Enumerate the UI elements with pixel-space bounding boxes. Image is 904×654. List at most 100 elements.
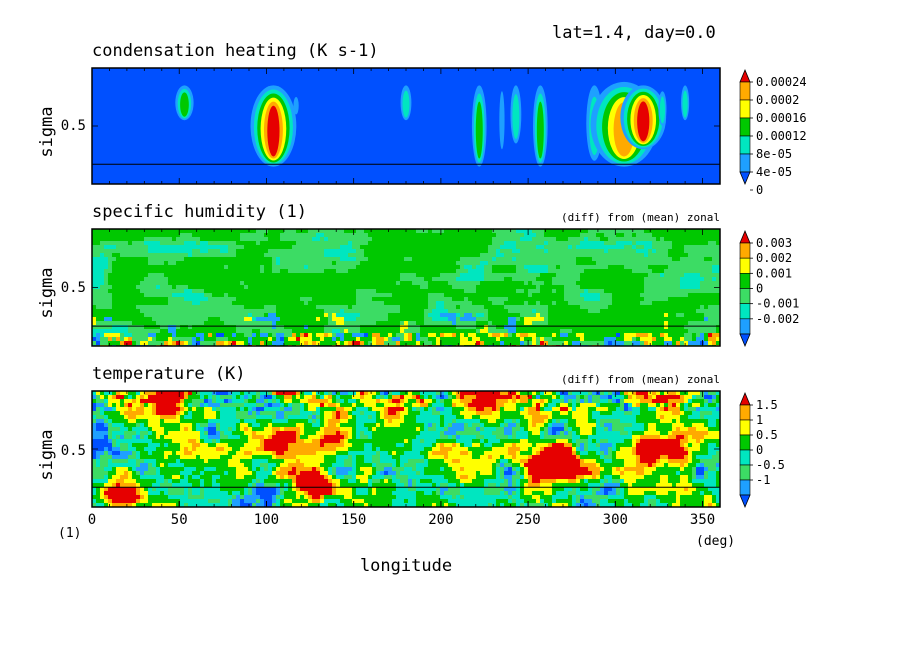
field-cell <box>256 333 261 338</box>
field-cell <box>132 237 137 242</box>
field-cell <box>396 301 401 306</box>
field-cell <box>684 237 689 242</box>
field-cell <box>224 313 229 318</box>
field-cell <box>636 391 641 396</box>
field-cell <box>540 337 545 342</box>
field-cell <box>180 257 185 262</box>
field-cell <box>276 265 281 270</box>
field-cell <box>200 309 205 314</box>
field-cell <box>212 321 217 326</box>
field-cell <box>540 329 545 334</box>
field-cell <box>316 241 321 246</box>
field-cell <box>432 325 437 330</box>
field-cell <box>136 245 141 250</box>
field-cell <box>224 301 229 306</box>
field-cell <box>464 317 469 322</box>
field-cell <box>120 395 125 400</box>
field-cell <box>316 309 321 314</box>
field-cell <box>652 273 657 278</box>
field-cell <box>392 253 397 258</box>
field-cell <box>440 317 445 322</box>
field-cell <box>120 281 125 286</box>
field-cell <box>664 233 669 238</box>
field-cell <box>668 293 673 298</box>
field-cell <box>184 261 189 266</box>
field-cell <box>432 297 437 302</box>
field-cell <box>684 229 689 234</box>
field-cell <box>136 297 141 302</box>
field-cell <box>152 241 157 246</box>
field-cell <box>596 245 601 250</box>
field-cell <box>192 395 197 400</box>
field-cell <box>124 317 129 322</box>
field-cell <box>304 309 309 314</box>
field-cell <box>552 233 557 238</box>
field-cell <box>500 329 505 334</box>
field-cell <box>172 301 177 306</box>
field-cell <box>204 233 209 238</box>
field-cell <box>108 301 113 306</box>
field-cell <box>264 313 269 318</box>
field-cell <box>484 245 489 250</box>
field-cell <box>692 317 697 322</box>
field-cell <box>100 241 105 246</box>
field-cell <box>452 317 457 322</box>
field-cell <box>168 253 173 258</box>
field-cell <box>548 317 553 322</box>
field-cell <box>544 321 549 326</box>
panel-3-field <box>92 391 720 507</box>
field-cell <box>472 317 477 322</box>
field-cell <box>172 249 177 254</box>
field-cell <box>92 257 97 262</box>
field-cell <box>128 333 133 338</box>
field-cell <box>344 265 349 270</box>
field-cell <box>472 337 477 342</box>
field-cell <box>572 249 577 254</box>
field-cell <box>688 233 693 238</box>
field-cell <box>352 293 357 298</box>
field-cell <box>352 257 357 262</box>
field-cell <box>420 229 425 234</box>
field-cell <box>696 261 701 266</box>
field-cell <box>308 341 313 346</box>
field-cell <box>604 309 609 314</box>
field-cell <box>188 241 193 246</box>
field-cell <box>468 317 473 322</box>
field-cell <box>348 253 353 258</box>
field-cell <box>92 337 97 342</box>
field-cell <box>108 321 113 326</box>
field-cell <box>500 281 505 286</box>
field-cell <box>600 249 605 254</box>
field-cell <box>636 253 641 258</box>
field-cell <box>296 229 301 234</box>
field-cell <box>572 305 577 310</box>
field-cell <box>652 313 657 318</box>
field-cell <box>504 313 509 318</box>
field-cell <box>596 241 601 246</box>
field-cell <box>420 237 425 242</box>
field-cell <box>176 293 181 298</box>
field-cell <box>356 253 361 258</box>
field-cell <box>128 253 133 258</box>
field-cell <box>484 233 489 238</box>
field-cell <box>204 305 209 310</box>
field-cell <box>284 391 289 396</box>
field-cell <box>136 257 141 262</box>
field-cell <box>640 229 645 234</box>
field-cell <box>364 281 369 286</box>
field-cell <box>268 341 273 346</box>
field-cell <box>564 269 569 274</box>
field-cell <box>104 281 109 286</box>
field-cell <box>356 265 361 270</box>
field-cell <box>248 289 253 294</box>
field-cell <box>524 261 529 266</box>
field-cell <box>480 309 485 314</box>
field-cell <box>616 329 621 334</box>
field-cell <box>292 391 297 396</box>
field-cell <box>576 245 581 250</box>
field-cell <box>412 309 417 314</box>
field-cell <box>152 289 157 294</box>
field-cell <box>412 241 417 246</box>
field-cell <box>456 325 461 330</box>
field-cell <box>284 269 289 274</box>
